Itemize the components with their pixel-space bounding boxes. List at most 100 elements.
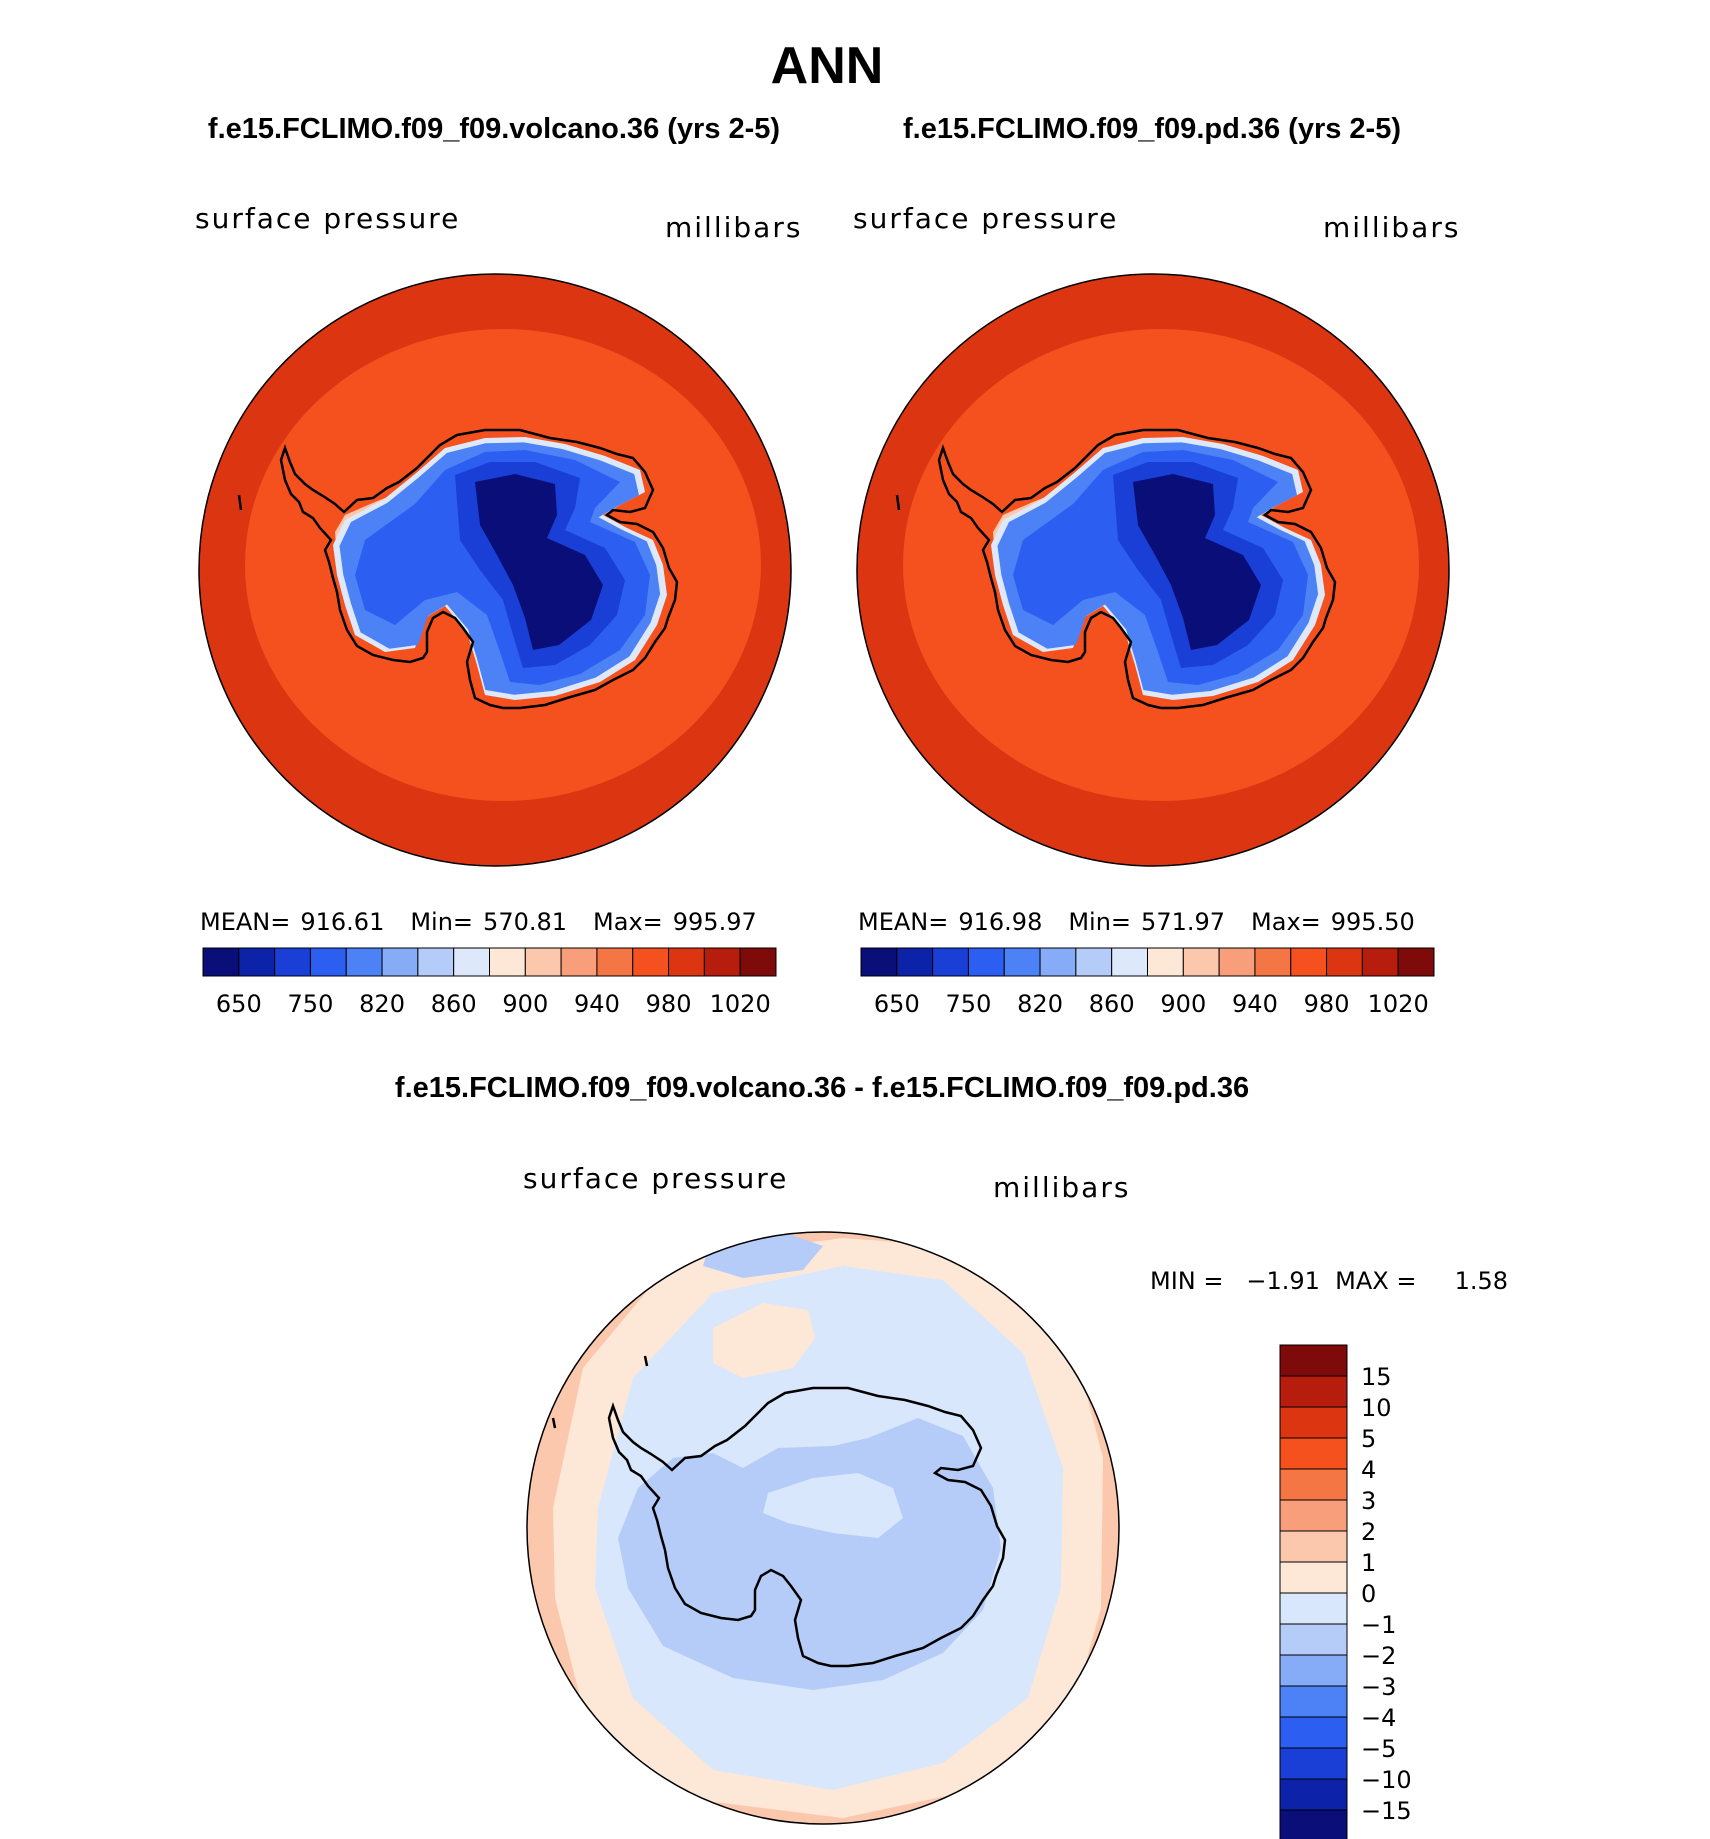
colorbar-tick-label: 3 [1361,1487,1376,1515]
panel-control-map [856,273,1450,867]
colorbar-tick-label: 900 [1160,990,1206,1018]
colorbar-swatch [1279,1437,1348,1470]
panel-test-stats: MEAN= 916.61 Min= 570.81 Max= 995.97 [200,908,757,936]
colorbar-tick-label: 900 [502,990,548,1018]
colorbar-swatch [309,947,347,977]
colorbar-swatch [1279,1685,1348,1718]
colorbar-swatch [932,947,969,977]
panel-difference-case-title: f.e15.FCLIMO.f09_f09.volcano.36 - f.e15.… [395,1072,1249,1104]
colorbar-tick-label: 750 [946,990,992,1018]
colorbar-tick-label: 15 [1361,1363,1392,1391]
colorbar-swatch [489,947,526,977]
colorbar-tick-label: 2 [1361,1518,1376,1546]
panel-control-case-title: f.e15.FCLIMO.f09_f09.pd.36 (yrs 2-5) [903,113,1401,145]
colorbar-tick-label: 940 [1232,990,1278,1018]
colorbar-swatch [860,947,898,977]
colorbar-swatch [345,947,383,977]
colorbar-swatch [1147,947,1184,977]
colorbar-swatch [381,947,419,977]
colorbar-tick-label: 4 [1361,1456,1376,1484]
colorbar-tick-label: 1020 [1368,990,1429,1018]
colorbar-tick-label: 820 [1017,990,1063,1018]
colorbar-tick-label: 820 [359,990,405,1018]
colorbar-tick-label: −2 [1361,1642,1396,1670]
panel-control-stats: MEAN= 916.98 Min= 571.97 Max= 995.50 [858,908,1415,936]
colorbar-swatch [1326,947,1363,977]
colorbar-tick-label: 860 [431,990,477,1018]
colorbar-swatch [1279,1406,1348,1439]
colorbar-swatch [1279,1747,1348,1780]
panel-difference-map [526,1231,1120,1825]
colorbar-tick-label: 980 [1304,990,1350,1018]
panel-control-units: millibars [1323,211,1460,244]
colorbar-tick-label: −1 [1361,1611,1396,1639]
colorbar-tick-label: −4 [1361,1704,1396,1732]
colorbar-swatch [596,947,634,977]
colorbar-swatch [1361,947,1399,977]
colorbar-swatch [1279,1592,1348,1625]
colorbar-tick-label: 1020 [710,990,771,1018]
panel-control: f.e15.FCLIMO.f09_f09.pd.36 (yrs 2-5) sur… [853,113,1460,1018]
colorbar-swatch [524,947,562,977]
colorbar-tick-label: 940 [574,990,620,1018]
panel-difference-units: millibars [993,1171,1130,1204]
colorbar-swatch [1279,1468,1348,1501]
colorbar-swatch [739,947,777,977]
colorbar-tick-label: 650 [874,990,920,1018]
panel-test-units: millibars [665,211,802,244]
diff-negative-core [618,1418,1001,1690]
panel-test: f.e15.FCLIMO.f09_f09.volcano.36 (yrs 2-5… [195,113,802,1018]
colorbar-swatch [560,947,598,977]
colorbar-tick-label: −5 [1361,1735,1396,1763]
colorbar-swatch [1075,947,1113,977]
colorbar-swatch [1039,947,1077,977]
colorbar-tick-label: 0 [1361,1580,1376,1608]
colorbar-tick-label: 650 [216,990,262,1018]
panel-difference: f.e15.FCLIMO.f09_f09.volcano.36 - f.e15.… [395,1072,1508,1839]
panel-difference-minmax: MIN = −1.91 MAX = 1.58 [1150,1267,1508,1295]
panel-control-colorbar: 650 750 820 860 900 940 980 1020 [860,947,1435,1018]
colorbar-swatch [417,947,455,977]
colorbar-swatch [896,947,934,977]
colorbar-swatch [202,947,240,977]
colorbar-swatch [1003,947,1041,977]
colorbar-swatch [632,947,670,977]
colorbar-tick-label: 1 [1361,1549,1376,1577]
colorbar-swatch [1279,1375,1348,1408]
colorbar-swatch [1279,1499,1348,1532]
colorbar-swatch [967,947,1005,977]
panel-test-colorbar: 650 750 820 860 900 940 980 1020 [202,947,777,1018]
colorbar-tick-label: 980 [646,990,692,1018]
panel-test-case-title: f.e15.FCLIMO.f09_f09.volcano.36 (yrs 2-5… [208,113,780,145]
colorbar-swatch [1279,1716,1348,1749]
colorbar-swatch [1397,947,1435,977]
colorbar-swatch [668,947,705,977]
colorbar-swatch [238,947,276,977]
colorbar-swatch [453,947,490,977]
colorbar-tick-label: 750 [288,990,334,1018]
colorbar-swatch [1111,947,1148,977]
colorbar-tick-label: −10 [1361,1766,1412,1794]
panel-control-variable: surface pressure [853,202,1118,235]
colorbar-swatch [1279,1561,1348,1594]
colorbar-tick-label: 5 [1361,1425,1376,1453]
colorbar-swatch [1279,1809,1348,1839]
colorbar-swatch [274,947,311,977]
colorbar-swatch [1279,1344,1348,1377]
colorbar-swatch [703,947,741,977]
colorbar-tick-label: −15 [1361,1797,1412,1825]
panel-test-variable: surface pressure [195,202,460,235]
colorbar-swatch [1218,947,1256,977]
colorbar-tick-label: 860 [1089,990,1135,1018]
colorbar-swatch [1279,1530,1348,1563]
colorbar-swatch [1279,1623,1348,1656]
colorbar-tick-label: −3 [1361,1673,1396,1701]
colorbar-tick-label: 10 [1361,1394,1392,1422]
colorbar-swatch [1290,947,1328,977]
panel-test-map [198,273,792,867]
colorbar-swatch [1279,1654,1348,1687]
main-title: ANN [771,37,884,95]
colorbar-swatch [1254,947,1292,977]
